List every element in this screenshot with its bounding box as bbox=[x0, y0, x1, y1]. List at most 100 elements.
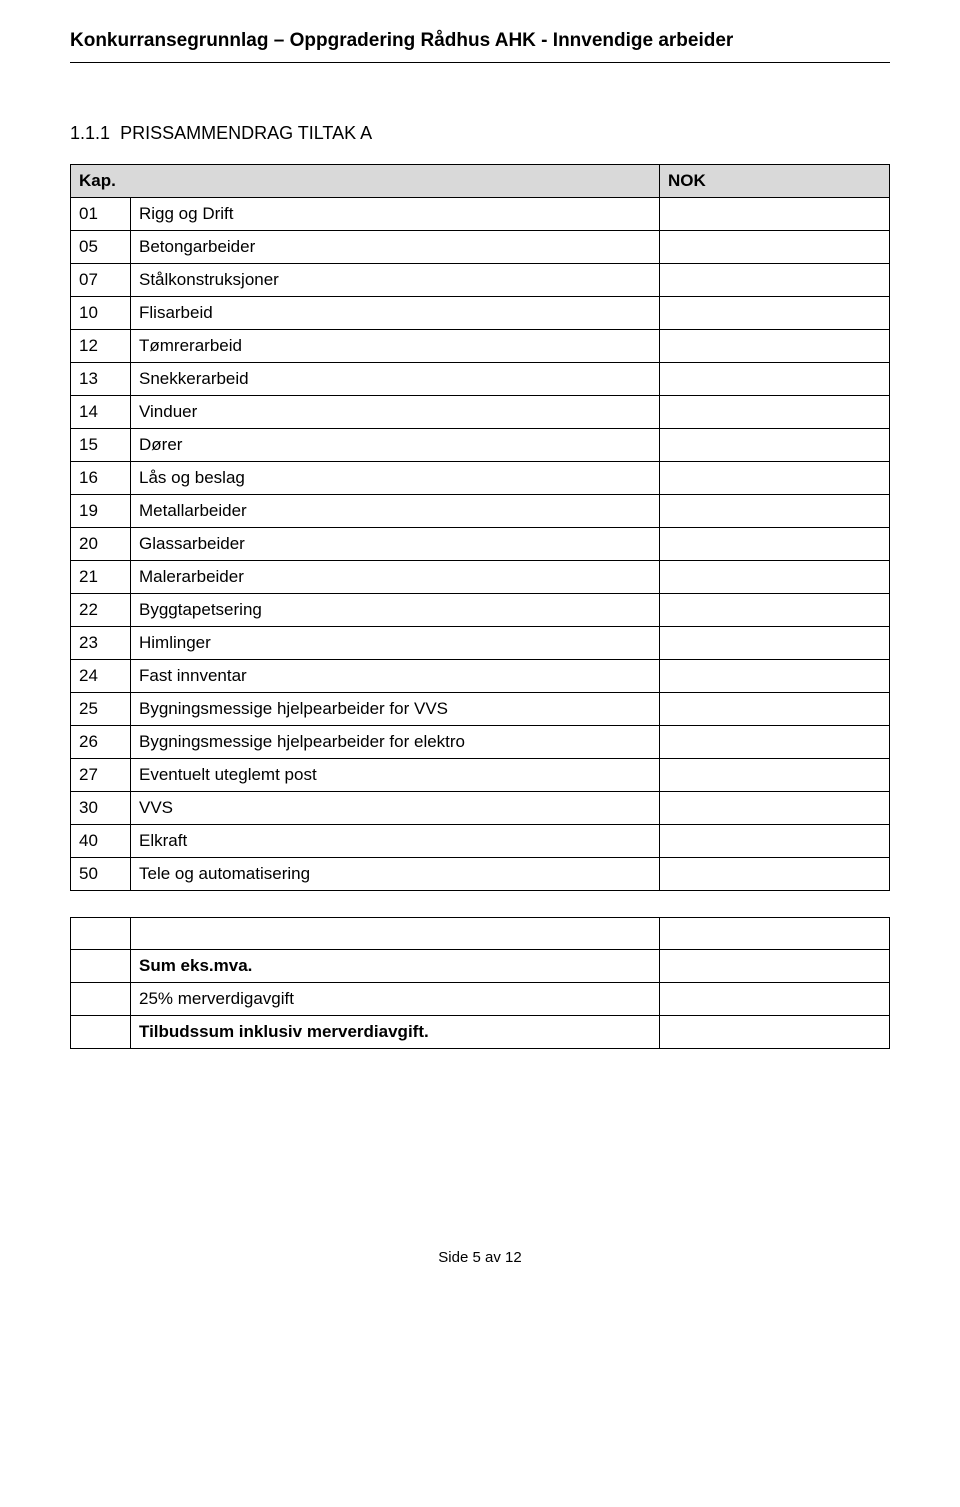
summary-total-row: Tilbudssum inklusiv merverdiavgift. bbox=[71, 1016, 890, 1049]
summary-cell bbox=[131, 918, 660, 950]
row-number: 13 bbox=[71, 363, 131, 396]
row-description: Metallarbeider bbox=[131, 495, 660, 528]
row-description: Tømrerarbeid bbox=[131, 330, 660, 363]
table-row: 27Eventuelt uteglemt post bbox=[71, 759, 890, 792]
row-value bbox=[660, 297, 890, 330]
table-row: 13Snekkerarbeid bbox=[71, 363, 890, 396]
row-value bbox=[660, 264, 890, 297]
row-description: Malerarbeider bbox=[131, 561, 660, 594]
row-description: Flisarbeid bbox=[131, 297, 660, 330]
row-description: Tele og automatisering bbox=[131, 858, 660, 891]
page-footer: Side 5 av 12 bbox=[70, 1249, 890, 1266]
summary-cell bbox=[71, 1016, 131, 1049]
row-description: Vinduer bbox=[131, 396, 660, 429]
row-value bbox=[660, 594, 890, 627]
table-row: 07Stålkonstruksjoner bbox=[71, 264, 890, 297]
row-value bbox=[660, 198, 890, 231]
column-header-kap: Kap. bbox=[71, 165, 660, 198]
price-summary-table: Kap. NOK 01Rigg og Drift05Betongarbeider… bbox=[70, 164, 890, 891]
row-number: 22 bbox=[71, 594, 131, 627]
row-value bbox=[660, 561, 890, 594]
table-row: 05Betongarbeider bbox=[71, 231, 890, 264]
table-row: 10Flisarbeid bbox=[71, 297, 890, 330]
row-number: 21 bbox=[71, 561, 131, 594]
summary-cell bbox=[660, 918, 890, 950]
summary-sum-row: Sum eks.mva. bbox=[71, 950, 890, 983]
row-description: Betongarbeider bbox=[131, 231, 660, 264]
vat-label: 25% merverdigavgift bbox=[131, 983, 660, 1016]
table-row: 40Elkraft bbox=[71, 825, 890, 858]
row-value bbox=[660, 825, 890, 858]
table-row: 14Vinduer bbox=[71, 396, 890, 429]
row-description: Himlinger bbox=[131, 627, 660, 660]
row-number: 05 bbox=[71, 231, 131, 264]
row-description: VVS bbox=[131, 792, 660, 825]
row-value bbox=[660, 363, 890, 396]
summary-cell bbox=[71, 983, 131, 1016]
row-value bbox=[660, 462, 890, 495]
row-description: Elkraft bbox=[131, 825, 660, 858]
table-row: 22Byggtapetsering bbox=[71, 594, 890, 627]
summary-table: Sum eks.mva. 25% merverdigavgift Tilbuds… bbox=[70, 917, 890, 1049]
summary-cell bbox=[71, 918, 131, 950]
table-header-row: Kap. NOK bbox=[71, 165, 890, 198]
row-number: 26 bbox=[71, 726, 131, 759]
row-number: 07 bbox=[71, 264, 131, 297]
row-number: 12 bbox=[71, 330, 131, 363]
table-row: 16Lås og beslag bbox=[71, 462, 890, 495]
row-description: Bygningsmessige hjelpearbeider for elekt… bbox=[131, 726, 660, 759]
row-value bbox=[660, 726, 890, 759]
vat-value bbox=[660, 983, 890, 1016]
row-value bbox=[660, 396, 890, 429]
section-number: 1.1.1 bbox=[70, 123, 110, 143]
table-row: 21Malerarbeider bbox=[71, 561, 890, 594]
table-row: 15Dører bbox=[71, 429, 890, 462]
row-value bbox=[660, 231, 890, 264]
row-number: 27 bbox=[71, 759, 131, 792]
table-row: 24Fast innventar bbox=[71, 660, 890, 693]
page-title: Konkurransegrunnlag – Oppgradering Rådhu… bbox=[70, 30, 890, 63]
row-value bbox=[660, 528, 890, 561]
table-row: 30VVS bbox=[71, 792, 890, 825]
row-number: 24 bbox=[71, 660, 131, 693]
section-heading: 1.1.1 PRISSAMMENDRAG TILTAK A bbox=[70, 123, 890, 144]
total-value bbox=[660, 1016, 890, 1049]
row-description: Byggtapetsering bbox=[131, 594, 660, 627]
row-description: Lås og beslag bbox=[131, 462, 660, 495]
table-row: 20Glassarbeider bbox=[71, 528, 890, 561]
sum-label: Sum eks.mva. bbox=[131, 950, 660, 983]
row-number: 20 bbox=[71, 528, 131, 561]
row-description: Bygningsmessige hjelpearbeider for VVS bbox=[131, 693, 660, 726]
row-description: Dører bbox=[131, 429, 660, 462]
row-number: 19 bbox=[71, 495, 131, 528]
summary-cell bbox=[71, 950, 131, 983]
row-description: Stålkonstruksjoner bbox=[131, 264, 660, 297]
row-value bbox=[660, 660, 890, 693]
summary-vat-row: 25% merverdigavgift bbox=[71, 983, 890, 1016]
sum-value bbox=[660, 950, 890, 983]
row-value bbox=[660, 858, 890, 891]
row-number: 50 bbox=[71, 858, 131, 891]
row-value bbox=[660, 429, 890, 462]
table-row: 26Bygningsmessige hjelpearbeider for ele… bbox=[71, 726, 890, 759]
table-row: 25Bygningsmessige hjelpearbeider for VVS bbox=[71, 693, 890, 726]
row-description: Eventuelt uteglemt post bbox=[131, 759, 660, 792]
table-row: 12Tømrerarbeid bbox=[71, 330, 890, 363]
row-number: 16 bbox=[71, 462, 131, 495]
row-value bbox=[660, 693, 890, 726]
table-row: 01Rigg og Drift bbox=[71, 198, 890, 231]
row-value bbox=[660, 495, 890, 528]
row-number: 15 bbox=[71, 429, 131, 462]
row-description: Glassarbeider bbox=[131, 528, 660, 561]
section-title: PRISSAMMENDRAG TILTAK A bbox=[120, 123, 372, 143]
row-value bbox=[660, 627, 890, 660]
row-value bbox=[660, 330, 890, 363]
column-header-nok: NOK bbox=[660, 165, 890, 198]
row-number: 14 bbox=[71, 396, 131, 429]
row-number: 40 bbox=[71, 825, 131, 858]
table-row: 23Himlinger bbox=[71, 627, 890, 660]
row-number: 10 bbox=[71, 297, 131, 330]
row-number: 23 bbox=[71, 627, 131, 660]
row-description: Fast innventar bbox=[131, 660, 660, 693]
row-number: 30 bbox=[71, 792, 131, 825]
